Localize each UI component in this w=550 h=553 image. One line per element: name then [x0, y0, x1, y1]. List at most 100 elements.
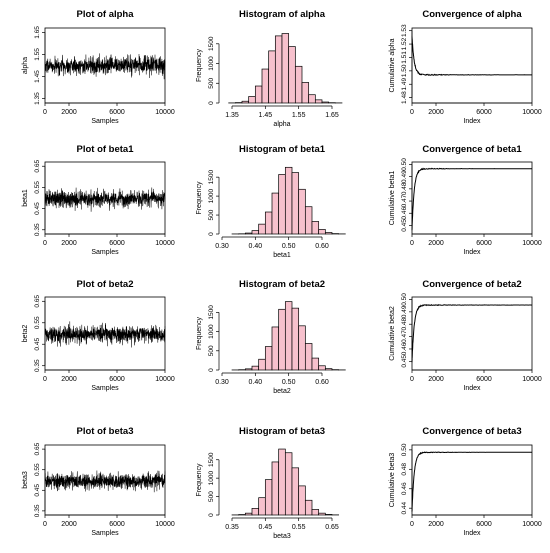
- x-axis-label: Index: [463, 530, 481, 537]
- y-tick-label: 0.47: [401, 194, 408, 207]
- y-tick-label: 0.46: [401, 482, 408, 495]
- y-tick-label: 1000: [208, 471, 215, 486]
- histogram-bar: [264, 211, 273, 235]
- x-axis-label: Samples: [91, 118, 119, 125]
- panel-6: Convergence of beta1 0 2000 6000 10000 Index 0…: [389, 144, 542, 256]
- cumulative-mean-line: [411, 451, 532, 512]
- y-axis-label: beta1: [22, 189, 29, 207]
- y-tick-label: 0.35: [34, 504, 41, 517]
- histogram-bar: [318, 229, 326, 235]
- x-tick-label: 2000: [61, 109, 77, 116]
- y-tick-label: 0.55: [34, 463, 41, 476]
- histogram-bar: [264, 479, 273, 516]
- y-tick-label: 1500: [208, 305, 215, 320]
- y-tick-label: 1000: [208, 188, 215, 203]
- x-axis-label: Index: [463, 118, 481, 125]
- x-axis-label: alpha: [273, 121, 290, 128]
- y-tick-label: 1.48: [401, 91, 408, 104]
- histogram-bar: [294, 65, 303, 104]
- histogram-bar: [244, 232, 253, 235]
- panel-8: Histogram of beta2 0.30 0.40 0.50 0.60 beta2 0…: [196, 279, 346, 395]
- x-tick-label: 0.50: [282, 379, 296, 386]
- x-tick-label: 0.40: [249, 243, 263, 250]
- y-tick-label: 0: [208, 368, 215, 372]
- x-axis-label: Index: [463, 385, 481, 392]
- x-axis-label: Index: [463, 249, 481, 256]
- x-axis-label: beta3: [273, 533, 291, 540]
- histogram-bar: [284, 301, 293, 371]
- x-tick-label: 0: [410, 521, 414, 528]
- histogram-bar: [251, 508, 260, 516]
- x-tick-label: 0.45: [259, 524, 273, 531]
- plot-frame: [411, 296, 533, 371]
- x-tick-label: 0.50: [282, 243, 296, 250]
- x-tick-label: 0.55: [292, 524, 306, 531]
- x-tick-label: 6000: [109, 109, 125, 116]
- histogram-bar: [318, 512, 326, 516]
- y-tick-label: 1.51: [401, 51, 408, 64]
- x-tick-label: 6000: [109, 376, 125, 383]
- x-tick-label: 0.60: [315, 243, 329, 250]
- panel-title: Histogram of alpha: [239, 9, 326, 20]
- y-tick-label: 0.45: [34, 484, 41, 497]
- histogram-bar: [244, 512, 253, 516]
- histogram-bar: [291, 172, 300, 235]
- histogram-bar: [311, 357, 320, 371]
- y-tick-label: 0.46: [401, 207, 408, 220]
- panel-10: Plot of beta3 0 2000 6000 10000 Samples 0.35 0.…: [22, 426, 175, 537]
- x-axis-label: Samples: [91, 249, 119, 256]
- x-tick-label: 0: [43, 240, 47, 247]
- x-tick-label: 6000: [476, 376, 492, 383]
- y-tick-label: 0.44: [401, 501, 408, 514]
- y-tick-label: 1.50: [401, 64, 408, 77]
- y-tick-label: 1.65: [34, 26, 41, 39]
- y-tick-label: 0.55: [34, 316, 41, 329]
- y-tick-label: 0.50: [401, 158, 408, 171]
- y-tick-label: 1.35: [34, 92, 41, 105]
- y-tick-label: 1.55: [34, 48, 41, 61]
- x-tick-label: 2000: [61, 521, 77, 528]
- y-tick-label: 0.50: [401, 443, 408, 456]
- x-tick-label: 10000: [155, 109, 175, 116]
- panel-12: Convergence of beta3 0 2000 6000 10000 Index 0…: [389, 426, 542, 537]
- x-tick-label: 2000: [61, 376, 77, 383]
- x-tick-label: 0.40: [249, 379, 263, 386]
- x-tick-label: 0.65: [325, 524, 339, 531]
- y-tick-label: 0.49: [401, 170, 408, 183]
- histogram-bar: [248, 96, 256, 104]
- y-tick-label: 1500: [208, 452, 215, 467]
- histogram-bar: [284, 452, 293, 516]
- y-axis-label: Frequency: [196, 463, 203, 497]
- y-tick-label: 0.47: [401, 330, 408, 343]
- x-tick-label: 1.45: [259, 112, 273, 119]
- y-tick-label: 1.52: [401, 37, 408, 50]
- y-tick-label: 0.55: [34, 181, 41, 194]
- histogram-bar: [298, 325, 306, 371]
- histogram-bar: [298, 485, 306, 516]
- y-tick-label: 1.49: [401, 78, 408, 91]
- x-tick-label: 0.35: [225, 524, 239, 531]
- histogram-bar: [278, 448, 286, 516]
- panel-title: Histogram of beta3: [239, 426, 325, 437]
- cumulative-mean-line: [411, 35, 532, 77]
- x-tick-label: 0.30: [215, 243, 229, 250]
- x-tick-label: 0: [410, 240, 414, 247]
- x-tick-label: 10000: [522, 109, 542, 116]
- y-tick-label: 0.48: [401, 182, 408, 195]
- panel-title: Plot of beta3: [76, 426, 133, 437]
- y-tick-label: 0.45: [401, 355, 408, 368]
- y-tick-label: 0: [208, 101, 215, 105]
- panel-11: Histogram of beta3 0.35 0.45 0.55 0.65 beta3 0…: [196, 426, 340, 540]
- x-tick-label: 6000: [476, 240, 492, 247]
- x-tick-label: 0.30: [215, 379, 229, 386]
- panel-3: Convergence of alpha 0 2000 6000 10000 Index 1…: [389, 9, 542, 125]
- y-tick-label: 1500: [208, 36, 215, 51]
- histogram-bar: [298, 188, 306, 235]
- histogram-bar: [281, 33, 290, 104]
- cumulative-mean-line: [411, 303, 533, 363]
- histogram-bar: [271, 326, 280, 371]
- trace-line: [44, 470, 166, 493]
- histogram-bar: [288, 46, 296, 104]
- y-tick-label: 1000: [208, 324, 215, 339]
